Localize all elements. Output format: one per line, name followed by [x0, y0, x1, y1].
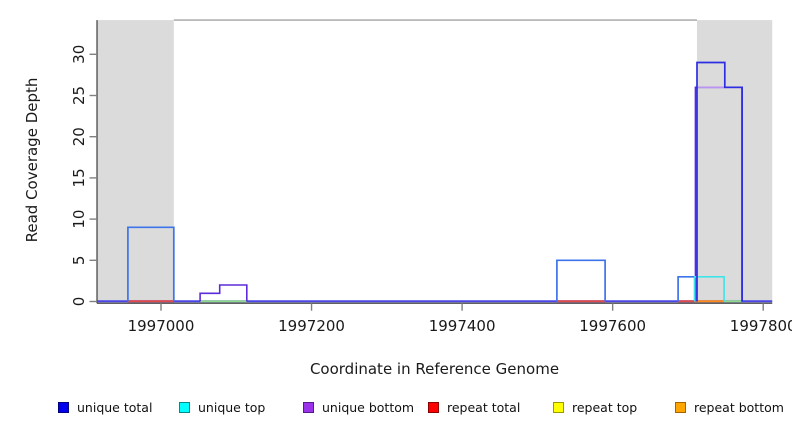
unique-top-swatch-icon [179, 401, 190, 413]
x-axis-title: Coordinate in Reference Genome [309, 360, 560, 378]
repeat-region-right-shading [696, 20, 773, 302]
legend-item-unique-top: unique top [179, 399, 265, 415]
x-tick-label: 1997000 [128, 317, 195, 335]
unique-total-box-depth9-line [127, 226, 175, 302]
repeat-region-left-shading [97, 20, 174, 302]
repeat-total-swatch-icon [428, 401, 439, 413]
y-tick-label: 0 [70, 297, 88, 307]
legend-item-unique-bottom: unique bottom [303, 399, 414, 415]
x-tick-label: 1997200 [278, 317, 345, 335]
y-tick-label: 5 [70, 256, 88, 266]
unique-total-box-depth5-line [556, 259, 606, 302]
legend-item-repeat-top: repeat top [553, 399, 637, 415]
legend: unique total unique top unique bottom repea… [0, 399, 792, 419]
x-tick-label: 1997600 [579, 317, 646, 335]
y-tick-label: 15 [70, 168, 88, 187]
repeat-top-swatch-icon [553, 401, 564, 413]
y-tick-label: 20 [70, 127, 88, 146]
unique-total-swatch-icon [58, 401, 69, 413]
y-tick-label: 10 [70, 210, 88, 229]
legend-label-unique-bottom: unique bottom [322, 399, 415, 415]
legend-label-unique-total: unique total [77, 399, 153, 415]
legend-label-repeat-total: repeat total [447, 399, 521, 415]
unique-top-box-depth3-line [693, 276, 725, 302]
unique-total-peak-line [696, 61, 743, 302]
legend-label-repeat-bottom: repeat bottom [694, 399, 784, 415]
unique-total-box-depth3-line [677, 275, 696, 302]
legend-item-repeat-total: repeat total [428, 399, 520, 415]
legend-item-repeat-bottom: repeat bottom [675, 399, 784, 415]
unique-bottom-steps-line [199, 284, 248, 302]
y-tick-label: 25 [70, 86, 88, 105]
y-tick-label: 30 [70, 45, 88, 64]
legend-item-unique-total: unique total [58, 399, 152, 415]
repeat-bottom-swatch-icon [675, 401, 686, 413]
legend-label-unique-top: unique top [198, 399, 266, 415]
legend-label-repeat-top: repeat top [572, 399, 638, 415]
unique-bottom-swatch-icon [303, 401, 314, 413]
x-tick-label: 1997800 [730, 317, 792, 335]
y-axis-title: Read Coverage Depth [23, 77, 41, 243]
x-tick-label: 1997400 [429, 317, 496, 335]
